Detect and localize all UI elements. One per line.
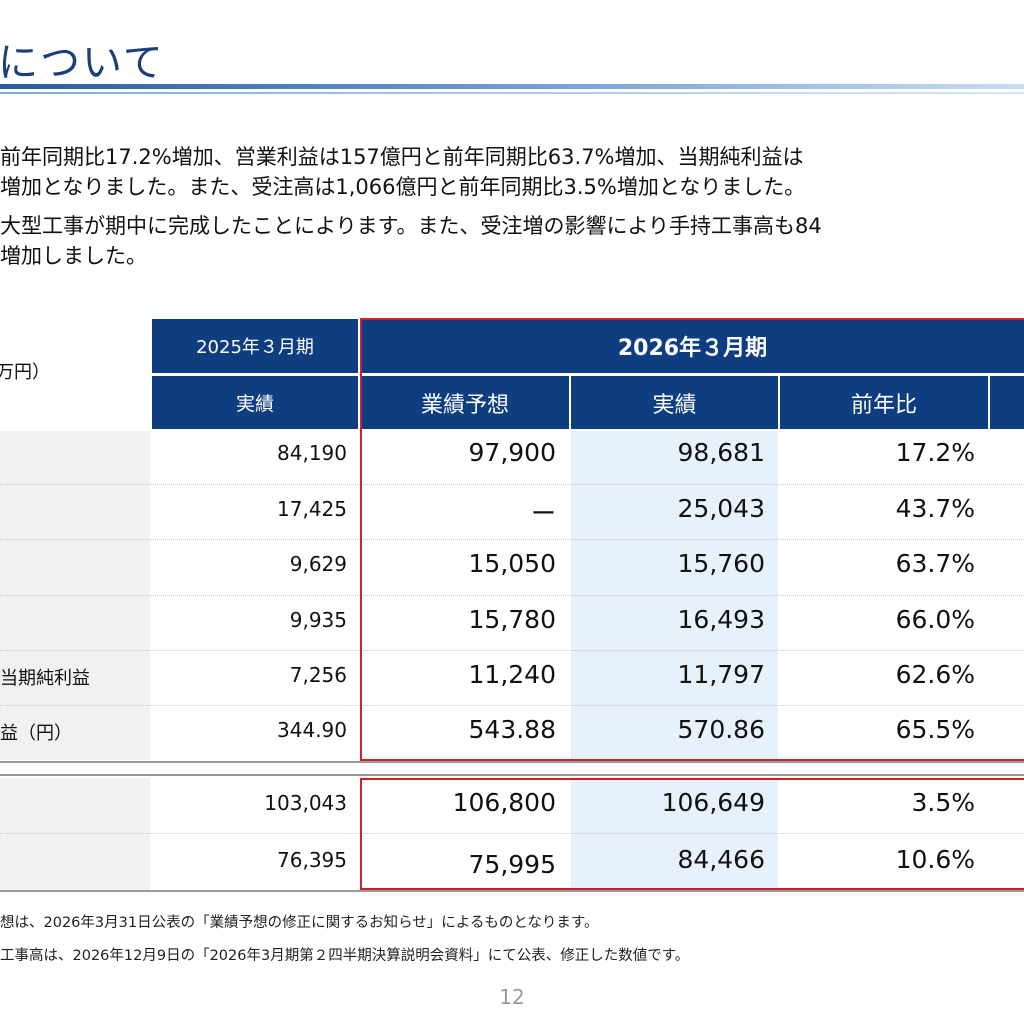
cell-prev: 84,190: [277, 441, 347, 465]
cell-prev: 76,395: [277, 848, 347, 872]
header-fy2026: 2026年３月期: [361, 319, 1024, 373]
section-divider: [0, 774, 1024, 776]
row-divider: [0, 484, 1024, 485]
row-divider: [0, 539, 1024, 540]
subheader-forecast: 業績予想: [361, 376, 569, 429]
summary-line: 前年同期比17.2%増加、営業利益は157億円と前年同期比63.7%増加、当期純…: [0, 145, 804, 169]
summary-paragraph-2: 大型工事が期中に完成したことによります。また、受注増の影響により手持工事高も84…: [0, 211, 822, 271]
summary-line: 大型工事が期中に完成したことによります。また、受注増の影響により手持工事高も84: [0, 214, 822, 238]
page-number: 12: [499, 985, 525, 1009]
subheader-yoy: 前年比: [780, 376, 988, 429]
orders-highlight-box: [360, 778, 1024, 890]
cell-actual: 84,466: [677, 845, 765, 874]
cell-actual: 25,043: [677, 494, 765, 523]
cell-yoy: 62.6%: [895, 660, 975, 689]
cell-forecast: 97,900: [468, 438, 556, 467]
summary-line: 増加しました。: [0, 244, 147, 268]
cell-yoy: 65.5%: [895, 715, 975, 744]
row-divider: [0, 833, 1024, 834]
cell-actual: 570.86: [677, 715, 765, 744]
cell-yoy: 3.5%: [911, 788, 975, 817]
title-divider: [0, 84, 1024, 89]
cell-forecast: 15,780: [468, 605, 556, 634]
subheader-2026-actual: 実績: [571, 376, 778, 429]
row-divider: [0, 705, 1024, 706]
cell-prev: 7,256: [289, 663, 347, 687]
subheader-extra: [990, 376, 1024, 429]
cell-yoy: 63.7%: [895, 549, 975, 578]
cell-yoy: 17.2%: [895, 438, 975, 467]
row-label: 益（円）: [0, 723, 72, 744]
title-divider-thin: [0, 92, 1024, 94]
cell-actual: 106,649: [661, 788, 765, 817]
cell-forecast: 106,800: [452, 788, 556, 817]
cell-forecast: 11,240: [468, 660, 556, 689]
cell-prev: 103,043: [264, 791, 347, 815]
cell-actual: 16,493: [677, 605, 765, 634]
summary-paragraph-1: 前年同期比17.2%増加、営業利益は157億円と前年同期比63.7%増加、当期純…: [0, 142, 805, 202]
summary-line: 増加となりました。また、受注高は1,066億円と前年同期比3.5%増加となりまし…: [0, 175, 806, 199]
row-divider: [0, 650, 1024, 651]
header-fy2025: 2025年３月期: [152, 319, 358, 373]
section-divider: [0, 761, 1024, 763]
subheader-2025-actual: 実績: [152, 376, 358, 429]
cell-yoy: 10.6%: [895, 845, 975, 874]
cell-actual: 15,760: [677, 549, 765, 578]
footnote-1: 想は、2026年3月31日公表の「業績予想の修正に関するお知らせ」によるものとな…: [0, 915, 599, 931]
cell-forecast: ー: [530, 499, 556, 528]
cell-forecast: 15,050: [468, 549, 556, 578]
cell-actual: 11,797: [677, 660, 765, 689]
cell-yoy: 66.0%: [895, 605, 975, 634]
page-title: について: [0, 40, 165, 86]
row-label: 当期純利益: [0, 668, 90, 689]
cell-forecast: 75,995: [468, 850, 556, 879]
label-column-bg: [0, 778, 150, 890]
unit-label: 万円）: [0, 362, 50, 383]
cell-actual: 98,681: [677, 438, 765, 467]
cell-yoy: 43.7%: [895, 494, 975, 523]
cell-prev: 344.90: [277, 718, 347, 742]
table-bottom-rule: [0, 890, 1024, 892]
fy2026-highlight-box: [360, 318, 1024, 761]
cell-forecast: 543.88: [468, 715, 556, 744]
cell-prev: 17,425: [277, 497, 347, 521]
cell-prev: 9,629: [289, 552, 347, 576]
footnote-2: 工事高は、2026年12月9日の「2026年3月期第２四半期決算説明会資料」にて…: [0, 948, 690, 964]
row-divider: [0, 595, 1024, 596]
actual-column-highlight: [571, 778, 778, 890]
cell-prev: 9,935: [289, 608, 347, 632]
